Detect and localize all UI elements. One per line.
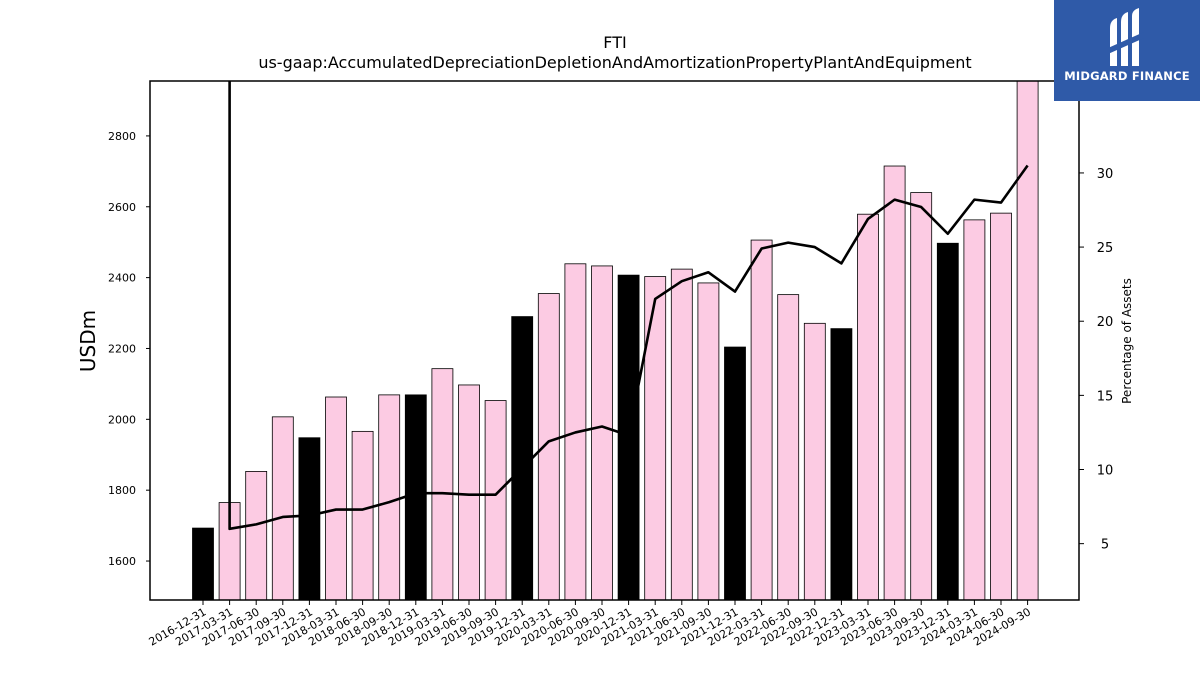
y-tick-label: 2800	[108, 130, 136, 143]
bar-2020-12-31	[617, 274, 640, 601]
y-tick-label: 2000	[108, 413, 136, 426]
y2-tick-label: 15	[1097, 389, 1114, 404]
bar-2021-12-31	[724, 346, 746, 601]
bar-2023-06-30	[883, 165, 906, 601]
line-layer	[228, 81, 1029, 531]
bar-2023-12-31	[936, 242, 959, 601]
y-axis-label: USDm	[76, 310, 100, 372]
bar-2019-03-31	[431, 368, 454, 601]
bar-2018-06-30	[351, 430, 374, 601]
y-tick-label: 1600	[108, 555, 136, 568]
x-axis: 2016-12-312017-03-312017-06-302017-09-30…	[147, 600, 1033, 649]
bar-2019-06-30	[458, 384, 480, 601]
chart-title: FTI	[603, 33, 626, 52]
bar-2023-09-30	[910, 192, 933, 601]
bar-2019-09-30	[484, 400, 507, 601]
bar-2016-12-31	[192, 527, 214, 601]
percentage-line	[228, 81, 1029, 531]
bar-2017-12-31	[298, 437, 321, 601]
bar-2017-06-30	[245, 471, 268, 601]
bar-2017-09-30	[271, 416, 294, 601]
y-tick-label: 2200	[108, 342, 136, 355]
y2-tick-label: 5	[1101, 538, 1109, 553]
bar-2024-06-30	[990, 212, 1012, 601]
bar-2018-12-31	[404, 394, 427, 601]
bar-2022-03-31	[750, 239, 773, 601]
y2-tick-label: 25	[1097, 241, 1114, 256]
y-axis-right: 5 10 15 20 25 30	[1079, 167, 1113, 553]
bar-2020-03-31	[537, 293, 560, 601]
bar-2022-06-30	[777, 294, 800, 601]
bar-2023-03-31	[857, 213, 879, 601]
bar-2020-09-30	[591, 265, 613, 601]
y-tick-label: 1800	[108, 484, 136, 497]
y2-tick-label: 10	[1097, 464, 1114, 479]
plot-frame	[149, 80, 1080, 601]
bar-2024-03-31	[963, 219, 986, 601]
midgard-finance-logo: MIDGARD FINANCE	[1054, 0, 1200, 101]
bar-2024-09-30	[1016, 80, 1039, 601]
y-axis-left: 1600 1800 2000 2200 2400 2600 2800	[108, 130, 150, 568]
bar-2018-03-31	[325, 396, 347, 601]
bar-2022-09-30	[803, 322, 826, 601]
bar-2021-03-31	[644, 276, 667, 601]
bar-2022-12-31	[830, 328, 853, 601]
midgard-logo-icon	[1108, 8, 1144, 66]
chart-subtitle: us-gaap:AccumulatedDepreciationDepletion…	[258, 53, 971, 72]
bar-2019-12-31	[511, 316, 534, 601]
bar-2021-09-30	[697, 282, 720, 601]
logo-text: MIDGARD FINANCE	[1064, 69, 1190, 83]
y-tick-label: 2600	[108, 201, 136, 214]
bar-2018-09-30	[378, 394, 401, 601]
y-tick-label: 2400	[108, 272, 136, 285]
y2-axis-label: Percentage of Assets	[1120, 278, 1134, 404]
bars-layer	[192, 80, 1039, 601]
y2-tick-label: 30	[1097, 167, 1114, 182]
y2-tick-label: 20	[1097, 315, 1114, 330]
bar-2021-06-30	[670, 268, 693, 601]
